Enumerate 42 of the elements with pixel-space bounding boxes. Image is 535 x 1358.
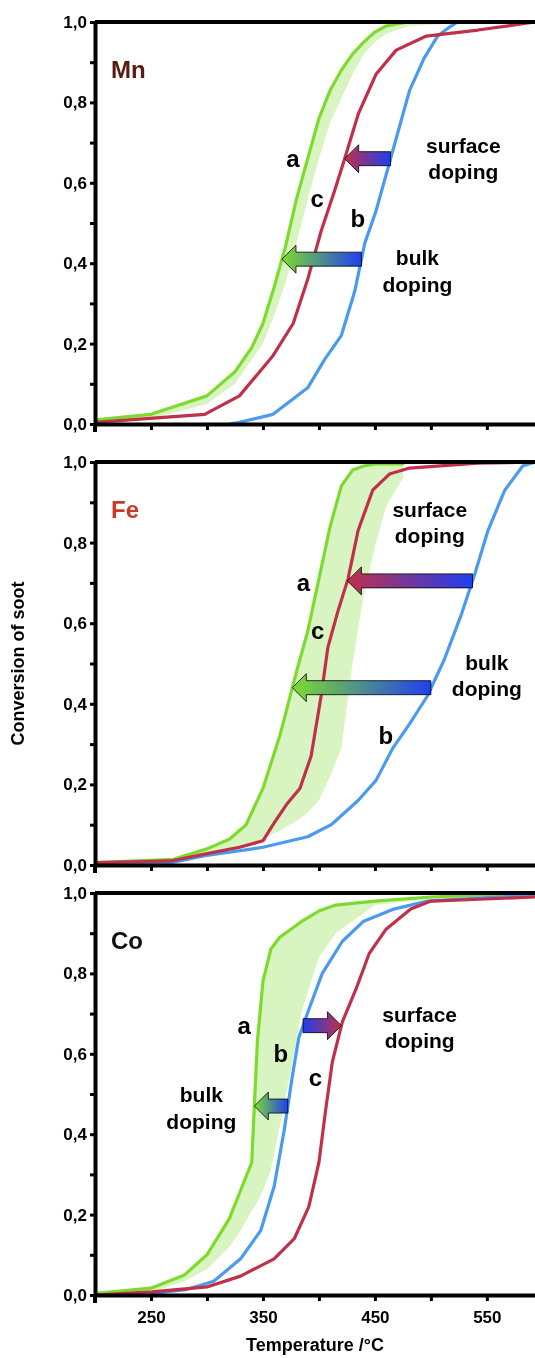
- y-tick-label: 0,6: [63, 614, 87, 634]
- y-tick-label: 0,4: [63, 254, 88, 274]
- annotation: bulk doping: [166, 1083, 237, 1133]
- y-tick-label: 0,0: [63, 855, 87, 875]
- y-tick-label: 0,4: [63, 1125, 88, 1145]
- x-tick-label: 450: [361, 1307, 390, 1327]
- annotation: bulk doping: [451, 650, 522, 701]
- series-label: c: [310, 184, 324, 212]
- x-tick-label: 550: [473, 1307, 502, 1327]
- y-tick-label: 0,4: [63, 694, 88, 714]
- y-tick-label: 1,0: [63, 452, 87, 472]
- text: Mn: [111, 56, 146, 83]
- y-tick-label: 0,8: [63, 533, 87, 553]
- y-tick-label: 1,0: [63, 883, 87, 903]
- annotation: surface doping: [425, 133, 501, 184]
- y-tick-label: 0,6: [63, 173, 87, 193]
- series-label: b: [273, 1039, 289, 1067]
- x-tick-label: 350: [249, 1307, 278, 1327]
- y-tick-label: 0,0: [63, 1285, 87, 1305]
- legend-label: a: [237, 1011, 252, 1039]
- x-tick-label: 250: [137, 1307, 166, 1327]
- y-tick-label: 1,0: [63, 12, 87, 32]
- y-tick-label: 0,2: [63, 334, 87, 354]
- text: Fe: [111, 496, 140, 523]
- annotation: bulk doping: [382, 246, 453, 296]
- y-tick-label: 0,8: [63, 93, 87, 113]
- y-tick-label: 0,6: [63, 1044, 87, 1064]
- y-tick-label: 0,8: [63, 964, 87, 984]
- y-tick-label: 0,2: [63, 1205, 87, 1225]
- legend-label: a: [286, 144, 301, 172]
- annotation: surface doping: [392, 497, 468, 547]
- text: Co: [111, 927, 143, 954]
- x-axis-title: Temperature /°C: [246, 1335, 384, 1355]
- series-label: a: [296, 568, 311, 596]
- y-tick-label: 0,0: [63, 414, 87, 434]
- y-axis-title: Conversion of soot: [8, 581, 28, 746]
- series-label: b: [378, 722, 394, 750]
- series-label: c: [310, 617, 325, 645]
- annotation: surface doping: [382, 1002, 458, 1053]
- y-tick-label: 0,2: [63, 775, 87, 795]
- series-label: b: [350, 204, 366, 232]
- series-label: c: [308, 1063, 323, 1091]
